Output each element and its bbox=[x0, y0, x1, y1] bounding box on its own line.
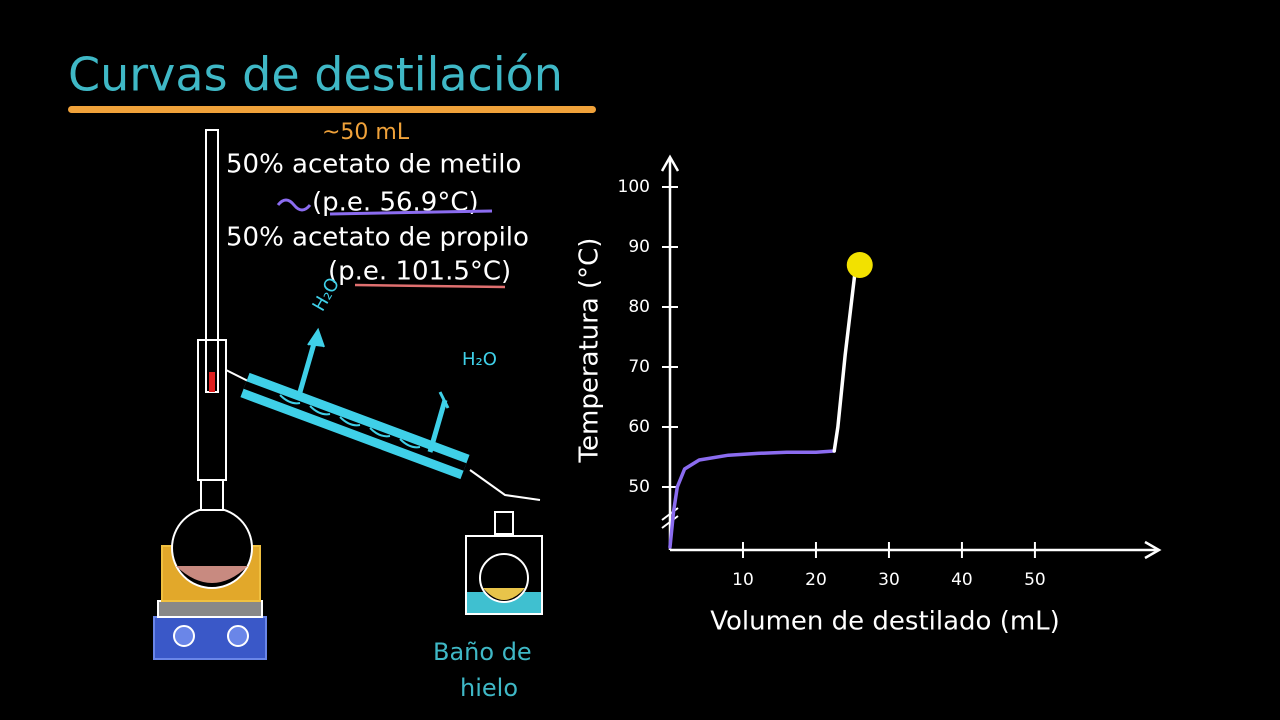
red-underline bbox=[354, 283, 506, 289]
y-tick-label: 80 bbox=[628, 297, 650, 317]
chart: 50 60 70 80 90 100 10 20 30 40 50 bbox=[618, 154, 1162, 590]
distillation-curve bbox=[832, 273, 857, 453]
y-axis-arrow bbox=[660, 154, 680, 172]
distillation-apparatus bbox=[153, 129, 543, 660]
purple-tilde bbox=[276, 198, 312, 212]
water-in-label: H₂O bbox=[462, 349, 497, 370]
ice-bath-label: hielo bbox=[460, 674, 518, 702]
current-point bbox=[846, 252, 873, 278]
volume-note: ~50 mL bbox=[322, 120, 410, 145]
x-tick-label: 40 bbox=[951, 570, 973, 590]
y-tick-label: 70 bbox=[628, 357, 650, 377]
y-tick-label: 90 bbox=[628, 237, 650, 257]
component-note: 50% acetato de propilo bbox=[226, 223, 529, 253]
title: Curvas de destilación bbox=[68, 48, 563, 102]
y-tick-label: 60 bbox=[628, 417, 650, 437]
x-axis-arrow bbox=[1144, 540, 1162, 560]
title-underline bbox=[68, 106, 596, 113]
ice-bath-label: Baño de bbox=[433, 638, 532, 666]
x-tick-label: 30 bbox=[878, 570, 900, 590]
x-tick-label: 10 bbox=[732, 570, 754, 590]
y-tick-label: 100 bbox=[618, 177, 650, 197]
component-note: 50% acetato de metilo bbox=[226, 150, 521, 180]
y-tick-label: 50 bbox=[628, 477, 650, 497]
y-axis-label: Temperatura (°C) bbox=[575, 238, 605, 464]
x-tick-label: 20 bbox=[805, 570, 827, 590]
x-tick-label: 50 bbox=[1024, 570, 1046, 590]
distillation-curve bbox=[668, 449, 836, 549]
boiling-point-note: (p.e. 101.5°C) bbox=[328, 257, 511, 287]
purple-underline bbox=[329, 209, 493, 216]
x-axis-label: Volumen de destilado (mL) bbox=[710, 607, 1060, 637]
